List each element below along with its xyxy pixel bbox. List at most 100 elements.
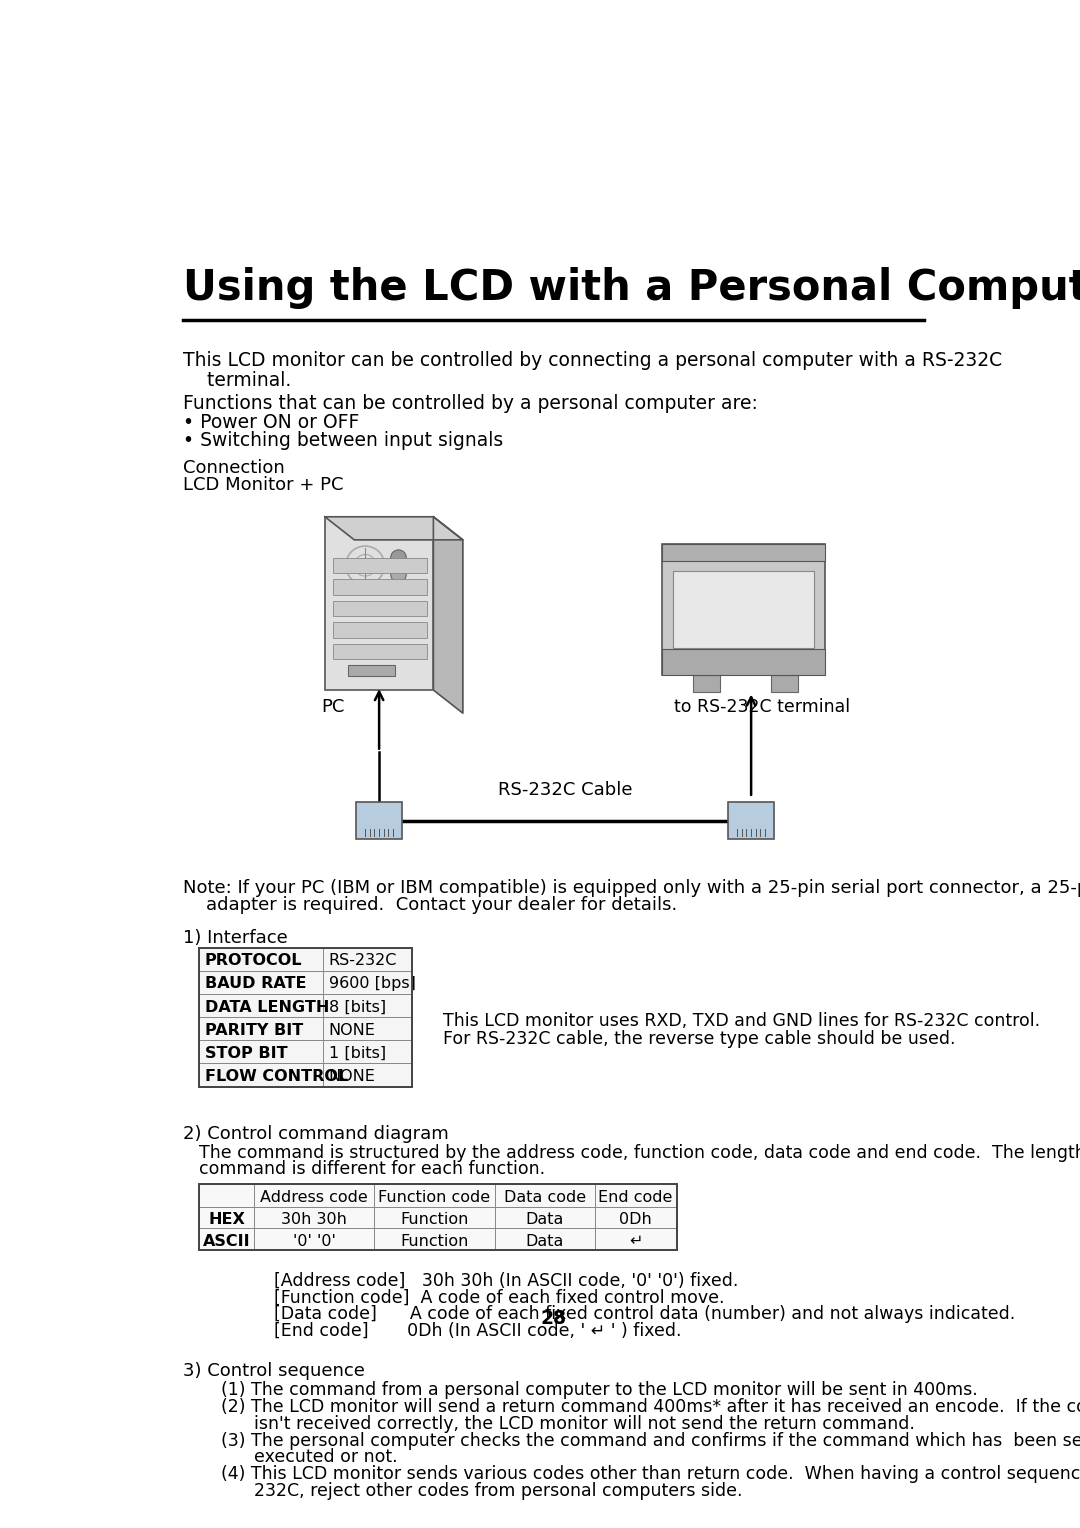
FancyBboxPatch shape (375, 1207, 495, 1229)
Text: PROTOCOL: PROTOCOL (205, 953, 302, 969)
Text: NONE: NONE (328, 1070, 376, 1083)
FancyBboxPatch shape (333, 622, 428, 637)
Text: adapter is required.  Contact your dealer for details.: adapter is required. Contact your dealer… (183, 895, 677, 914)
Text: 28: 28 (540, 1308, 567, 1328)
Text: End code: End code (598, 1190, 673, 1204)
Text: DATA LENGTH: DATA LENGTH (205, 999, 329, 1015)
FancyBboxPatch shape (356, 802, 403, 839)
FancyBboxPatch shape (199, 1018, 411, 1041)
Text: executed or not.: executed or not. (199, 1449, 397, 1467)
Polygon shape (325, 516, 463, 539)
Text: terminal.: terminal. (183, 371, 292, 390)
Text: Function: Function (400, 1233, 469, 1248)
Text: The command is structured by the address code, function code, data code and end : The command is structured by the address… (199, 1143, 1080, 1161)
Text: (1) The command from a personal computer to the LCD monitor will be sent in 400m: (1) The command from a personal computer… (199, 1381, 977, 1398)
Text: Data: Data (526, 1233, 564, 1248)
FancyBboxPatch shape (662, 544, 825, 561)
FancyBboxPatch shape (255, 1229, 375, 1250)
Text: Functions that can be controlled by a personal computer are:: Functions that can be controlled by a pe… (183, 394, 758, 414)
Text: [Address code]   30h 30h (In ASCII code, '0' '0') fixed.: [Address code] 30h 30h (In ASCII code, '… (274, 1271, 739, 1290)
Text: (2) The LCD monitor will send a return command 400ms* after it has received an e: (2) The LCD monitor will send a return c… (199, 1398, 1080, 1415)
FancyBboxPatch shape (770, 675, 798, 692)
Polygon shape (433, 516, 463, 714)
FancyBboxPatch shape (325, 516, 433, 691)
FancyBboxPatch shape (199, 1063, 411, 1086)
FancyBboxPatch shape (375, 1229, 495, 1250)
Text: PC: PC (321, 698, 345, 715)
Text: Address code: Address code (260, 1190, 368, 1204)
Text: Data: Data (526, 1212, 564, 1227)
Text: 232C, reject other codes from personal computers side.: 232C, reject other codes from personal c… (199, 1482, 742, 1500)
Text: ASCII: ASCII (203, 1233, 251, 1248)
FancyBboxPatch shape (662, 649, 825, 675)
FancyBboxPatch shape (333, 579, 428, 594)
Circle shape (391, 550, 406, 565)
FancyBboxPatch shape (333, 643, 428, 659)
Text: For RS-232C cable, the reverse type cable should be used.: For RS-232C cable, the reverse type cabl… (443, 1030, 955, 1048)
FancyBboxPatch shape (199, 1207, 255, 1229)
Text: Note: If your PC (IBM or IBM compatible) is equipped only with a 25-pin serial p: Note: If your PC (IBM or IBM compatible)… (183, 879, 1080, 897)
Text: MITSUBISHI: MITSUBISHI (724, 656, 764, 662)
Text: Data code: Data code (504, 1190, 586, 1204)
Text: 9600 [bps]: 9600 [bps] (328, 976, 416, 992)
FancyBboxPatch shape (348, 665, 394, 677)
Text: 30h 30h: 30h 30h (281, 1212, 347, 1227)
FancyBboxPatch shape (199, 1229, 255, 1250)
Text: .: . (805, 660, 808, 671)
FancyBboxPatch shape (728, 802, 774, 839)
Text: Connection: Connection (183, 458, 285, 477)
Text: FLOW CONTROL: FLOW CONTROL (205, 1070, 348, 1083)
Text: '0' '0': '0' '0' (293, 1233, 336, 1248)
Text: This LCD monitor uses RXD, TXD and GND lines for RS-232C control.: This LCD monitor uses RXD, TXD and GND l… (443, 1012, 1040, 1030)
Text: [Data code]      A code of each fixed control data (number) and not always indic: [Data code] A code of each fixed control… (274, 1305, 1016, 1323)
Text: 2) Control command diagram: 2) Control command diagram (183, 1125, 449, 1143)
Text: NONE: NONE (328, 1022, 376, 1038)
Text: isn't received correctly, the LCD monitor will not send the return command.: isn't received correctly, the LCD monito… (199, 1415, 915, 1433)
FancyBboxPatch shape (693, 675, 720, 692)
Text: .: . (814, 660, 816, 671)
Text: Function code: Function code (378, 1190, 490, 1204)
Text: Using the LCD with a Personal Computer (PC): Using the LCD with a Personal Computer (… (183, 266, 1080, 309)
FancyBboxPatch shape (199, 1184, 255, 1207)
FancyBboxPatch shape (255, 1184, 375, 1207)
FancyBboxPatch shape (495, 1229, 595, 1250)
FancyBboxPatch shape (673, 571, 814, 648)
Text: HEX: HEX (208, 1212, 245, 1227)
FancyBboxPatch shape (495, 1207, 595, 1229)
Text: (4) This LCD monitor sends various codes other than return code.  When having a : (4) This LCD monitor sends various codes… (199, 1465, 1080, 1484)
Text: 8 [bits]: 8 [bits] (328, 999, 386, 1015)
FancyBboxPatch shape (495, 1184, 595, 1207)
FancyBboxPatch shape (662, 544, 825, 675)
Text: .: . (786, 660, 789, 671)
Text: 3) Control sequence: 3) Control sequence (183, 1363, 365, 1380)
FancyBboxPatch shape (333, 558, 428, 573)
Text: PARITY BIT: PARITY BIT (205, 1022, 303, 1038)
Text: LCD Monitor + PC: LCD Monitor + PC (183, 475, 343, 494)
Text: This LCD monitor can be controlled by connecting a personal computer with a RS-2: This LCD monitor can be controlled by co… (183, 351, 1002, 370)
Text: RS-232C: RS-232C (328, 953, 397, 969)
Text: [End code]       0Dh (In ASCII code, ' ↵ ' ) fixed.: [End code] 0Dh (In ASCII code, ' ↵ ' ) f… (274, 1322, 681, 1340)
FancyBboxPatch shape (199, 995, 411, 1018)
FancyBboxPatch shape (199, 972, 411, 995)
FancyBboxPatch shape (199, 947, 411, 972)
FancyBboxPatch shape (199, 1041, 411, 1063)
FancyBboxPatch shape (595, 1184, 677, 1207)
FancyBboxPatch shape (333, 601, 428, 616)
Text: command is different for each function.: command is different for each function. (199, 1160, 544, 1178)
Text: .: . (795, 660, 798, 671)
FancyBboxPatch shape (375, 1184, 495, 1207)
Text: (3) The personal computer checks the command and confirms if the command which h: (3) The personal computer checks the com… (199, 1432, 1080, 1450)
Circle shape (391, 567, 406, 582)
FancyBboxPatch shape (595, 1229, 677, 1250)
Text: [Function code]  A code of each fixed control move.: [Function code] A code of each fixed con… (274, 1288, 725, 1306)
Text: to RS-232C terminal: to RS-232C terminal (674, 698, 850, 715)
Text: RS-232C Cable: RS-232C Cable (498, 781, 633, 799)
Text: • Switching between input signals: • Switching between input signals (183, 431, 503, 451)
Text: 1 [bits]: 1 [bits] (328, 1045, 386, 1060)
Text: ↵: ↵ (629, 1233, 643, 1248)
Text: Function: Function (400, 1212, 469, 1227)
Text: STOP BIT: STOP BIT (205, 1045, 287, 1060)
Text: • Power ON or OFF: • Power ON or OFF (183, 413, 360, 432)
Text: 0Dh: 0Dh (619, 1212, 652, 1227)
FancyBboxPatch shape (595, 1207, 677, 1229)
